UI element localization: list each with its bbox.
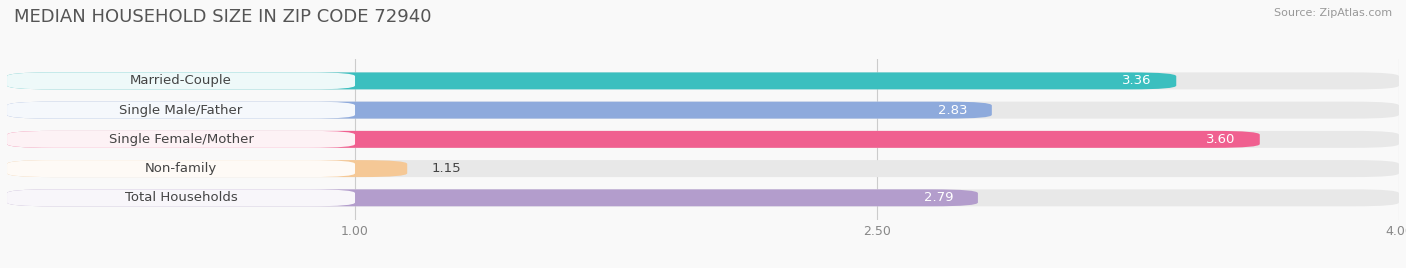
Text: Single Female/Mother: Single Female/Mother	[108, 133, 253, 146]
FancyBboxPatch shape	[7, 102, 991, 119]
FancyBboxPatch shape	[7, 189, 354, 206]
Text: 2.79: 2.79	[924, 191, 953, 204]
FancyBboxPatch shape	[7, 189, 1399, 206]
Text: Married-Couple: Married-Couple	[131, 75, 232, 87]
FancyBboxPatch shape	[7, 102, 354, 119]
Text: 3.36: 3.36	[1122, 75, 1152, 87]
FancyBboxPatch shape	[7, 189, 979, 206]
Text: 2.83: 2.83	[938, 104, 967, 117]
Text: 3.60: 3.60	[1206, 133, 1236, 146]
FancyBboxPatch shape	[7, 160, 408, 177]
Text: MEDIAN HOUSEHOLD SIZE IN ZIP CODE 72940: MEDIAN HOUSEHOLD SIZE IN ZIP CODE 72940	[14, 8, 432, 26]
Text: Non-family: Non-family	[145, 162, 217, 175]
FancyBboxPatch shape	[7, 160, 1399, 177]
Text: 1.15: 1.15	[432, 162, 461, 175]
FancyBboxPatch shape	[7, 160, 354, 177]
Text: Total Households: Total Households	[125, 191, 238, 204]
FancyBboxPatch shape	[7, 72, 1177, 89]
Text: Source: ZipAtlas.com: Source: ZipAtlas.com	[1274, 8, 1392, 18]
FancyBboxPatch shape	[7, 131, 1399, 148]
FancyBboxPatch shape	[7, 131, 354, 148]
FancyBboxPatch shape	[7, 102, 1399, 119]
FancyBboxPatch shape	[7, 72, 1399, 89]
FancyBboxPatch shape	[7, 72, 354, 89]
Text: Single Male/Father: Single Male/Father	[120, 104, 243, 117]
FancyBboxPatch shape	[7, 131, 1260, 148]
